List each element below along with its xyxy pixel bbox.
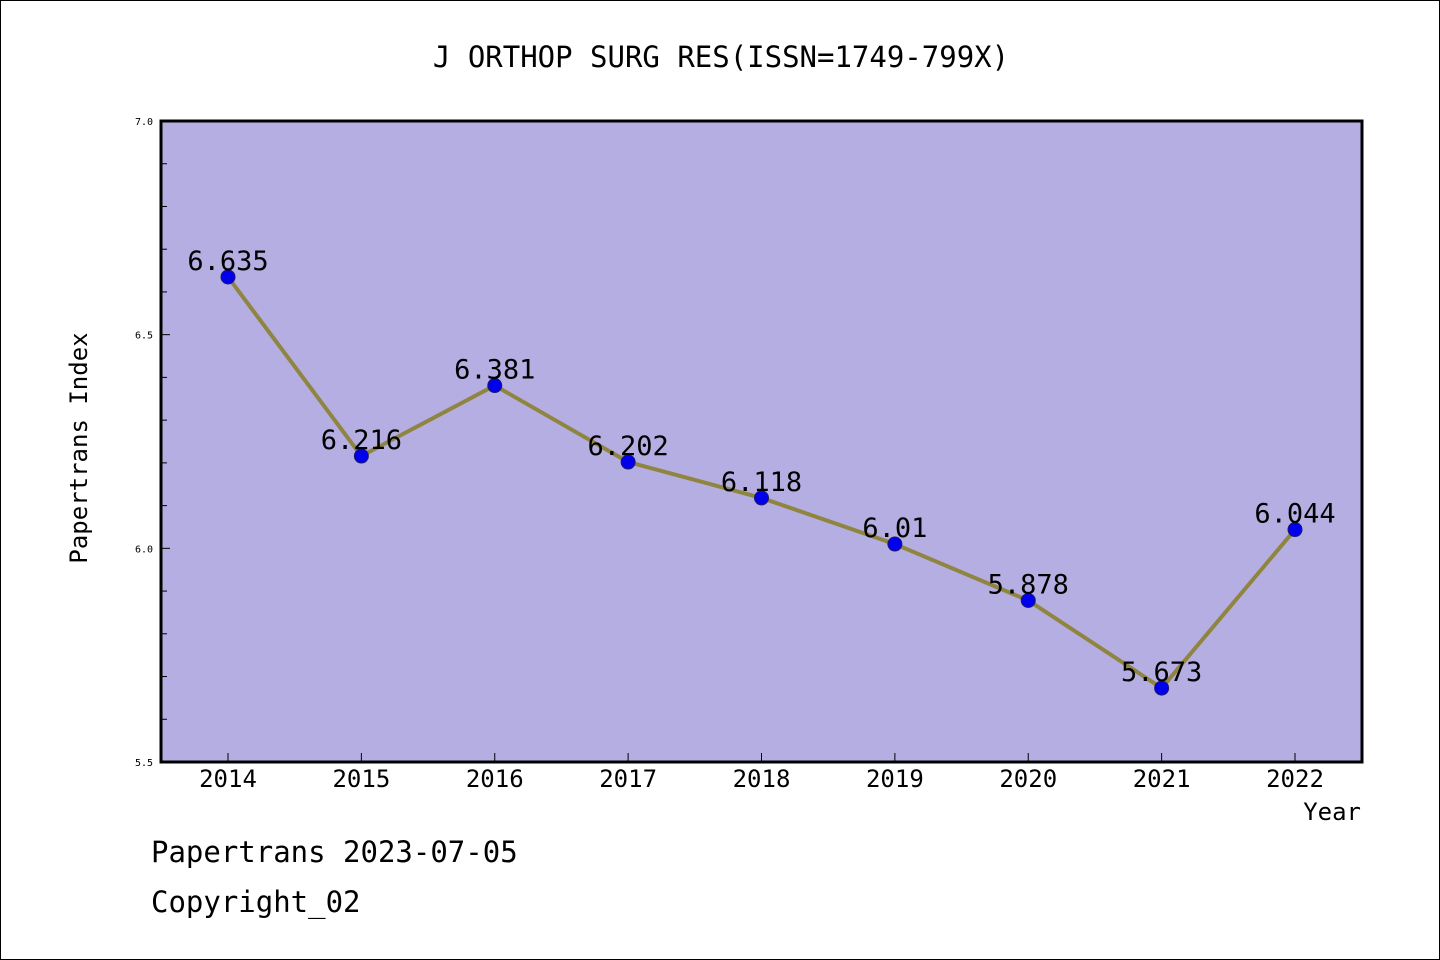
data-point [1287, 522, 1303, 538]
footer-date: Papertrans 2023-07-05 [151, 835, 518, 869]
data-label: 6.381 [454, 355, 535, 386]
x-tick-label: 2017 [599, 765, 657, 793]
data-label: 6.01 [862, 513, 927, 544]
y-tick-label: 5.5 [135, 758, 153, 769]
x-axis-label: Year [1303, 798, 1361, 826]
y-axis-label: Papertrans Index [65, 332, 93, 563]
data-label: 6.118 [721, 467, 802, 498]
x-tick-label: 2022 [1266, 765, 1324, 793]
data-label: 5.878 [988, 569, 1069, 600]
data-point [887, 536, 903, 552]
data-point [754, 490, 769, 506]
x-axis: 2014 2015 2016 2017 2018 2019 2020 2021 2022 [199, 753, 1324, 793]
data-point [487, 378, 503, 394]
x-tick-label: 2020 [999, 765, 1057, 793]
data-point [1154, 680, 1170, 696]
data-label: 5.673 [1121, 657, 1202, 688]
x-tick-label: 2014 [199, 765, 257, 793]
data-label: 6.635 [187, 246, 268, 277]
x-tick-label: 2019 [866, 765, 924, 793]
footer-copyright: Copyright_02 [151, 885, 361, 919]
x-tick-label: 2015 [332, 765, 390, 793]
data-point [220, 269, 236, 285]
chart-title: J ORTHOP SURG RES(ISSN=1749-799X) [433, 40, 1009, 74]
plot-area [159, 119, 1364, 764]
y-tick-label: 6.0 [135, 544, 153, 555]
y-tick-label: 7.0 [135, 117, 153, 128]
x-tick-label: 2016 [466, 765, 524, 793]
data-point [620, 454, 636, 470]
y-tick-label: 6.5 [135, 331, 153, 342]
series-layer: 6.635 6.216 6.381 6.202 6.118 6.01 5.878 5.673 6… [187, 246, 1336, 696]
y-axis: 5.5 6.0 6.5 7.0 [135, 117, 170, 769]
data-label: 6.044 [1254, 499, 1335, 530]
data-point [1020, 592, 1036, 608]
data-label: 6.216 [321, 425, 402, 456]
data-label: 6.202 [587, 431, 668, 462]
x-tick-label: 2018 [733, 765, 791, 793]
x-tick-label: 2021 [1133, 765, 1191, 793]
data-point [353, 448, 369, 464]
